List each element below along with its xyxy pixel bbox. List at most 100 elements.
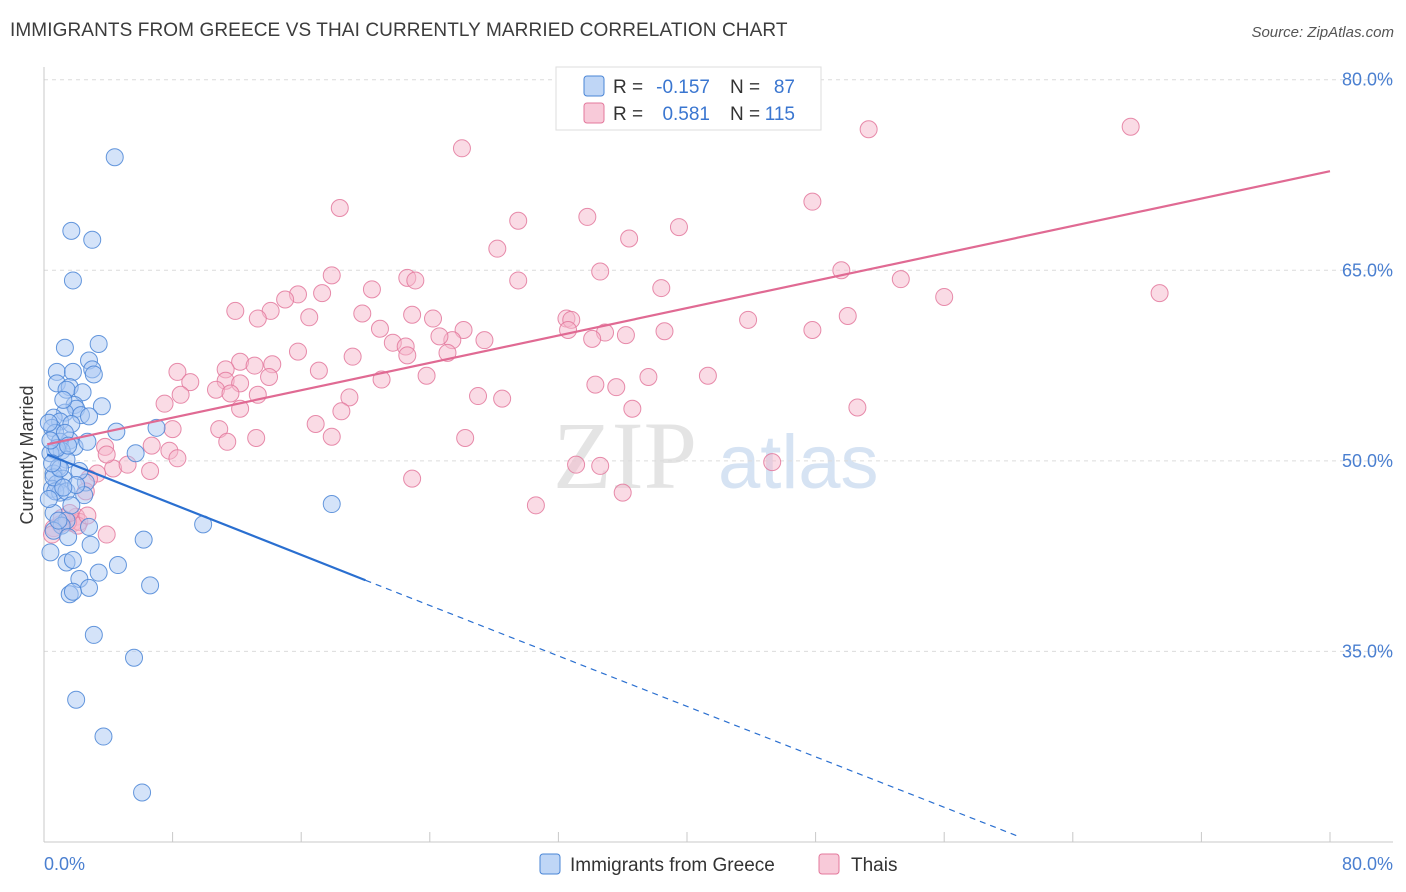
thais-point [475,331,494,350]
thais-point [559,320,578,339]
thais-point [313,284,332,303]
thais-point [838,307,857,326]
thais-point [669,218,688,237]
thais-point [891,270,910,289]
thais-point [454,320,473,339]
legend-n-value-thais: 115 [765,104,795,125]
thais-point [935,287,954,306]
thais-trend-line [46,170,1331,446]
greece-point [89,563,108,582]
thais-point [456,428,475,447]
greece-point [73,383,92,402]
thais-point [406,271,425,290]
thais-point [340,388,359,407]
greece-points [39,148,341,802]
thais-point [620,229,639,248]
y-tick-label: 65.0% [1342,260,1393,280]
thais-point [623,399,642,418]
thais-point [353,304,372,323]
thais-point [330,199,349,218]
legend-swatch-greece [583,75,605,97]
thais-point [372,370,391,389]
greece-point [105,148,124,167]
y-tick-label: 50.0% [1342,451,1393,471]
thais-point [332,402,351,421]
greece-trend-line [46,453,366,582]
greece-point [89,334,108,353]
thais-point [578,207,597,226]
legend-n-label-thais: N = [730,104,760,125]
thais-point [276,290,295,309]
legend-r-value-greece: -0.157 [656,77,710,98]
thais-point [97,445,116,464]
thais-point [343,347,362,366]
greece-point [54,390,73,409]
x-tick-marks [43,832,1331,842]
thais-point [417,366,436,385]
greece-point [125,648,144,667]
thais-point [306,415,325,434]
thais-point [403,305,422,324]
thais-point [424,309,443,328]
legend-top: R = -0.157 N = 87 R = 0.581 N = 115 [555,66,822,131]
thais-point [567,455,586,474]
legend-bottom-label-thais[interactable]: Thais [851,855,897,876]
thais-point [639,368,658,386]
thais-point [848,398,867,417]
greece-point [147,418,166,437]
thais-point [526,496,545,515]
trend-lines [46,170,1331,837]
watermark: ZIP atlas [553,402,879,509]
thais-point [300,308,319,327]
thais-point [171,385,190,404]
source-label: Source: ZipAtlas.com [1251,24,1394,41]
thais-point [583,329,602,348]
chart-title: IMMIGRANTS FROM GREECE VS THAI CURRENTLY… [10,20,788,41]
thais-point [763,453,782,472]
greece-point [41,543,60,562]
thais-point [859,120,878,139]
thais-point [226,301,245,320]
thais-point [142,436,161,455]
greece-point [94,727,113,746]
thais-point [469,387,488,406]
thais-point [260,368,279,386]
thais-point [509,211,528,230]
thais-point [1121,117,1140,136]
greece-point [80,517,99,536]
greece-point [49,511,68,530]
thais-point [181,373,200,392]
y-axis-label: Currently Married [17,385,37,524]
thais-point [586,375,605,394]
greece-point [62,221,81,240]
thais-point [245,356,264,375]
greece-trend-line-extension [365,579,1017,837]
greece-point [92,397,111,416]
greece-point [39,413,58,432]
y-tick-label: 80.0% [1342,70,1393,90]
thais-point [607,378,626,397]
y-tick-labels: 35.0% 50.0% 65.0% 80.0% [1342,70,1393,662]
thais-point [370,319,389,338]
legend-r-label-greece: R = [613,77,643,98]
greece-point [39,489,58,508]
thais-point [655,322,674,341]
watermark-atlas: atlas [718,420,879,505]
thais-point [362,280,381,299]
thais-point [403,469,422,488]
thais-point [803,320,822,339]
thais-point [803,192,822,211]
legend-bottom-label-greece[interactable]: Immigrants from Greece [570,855,775,876]
greece-point [54,478,73,497]
greece-point [126,444,145,463]
thais-point [322,266,341,285]
x-tick-label-min: 0.0% [44,854,85,874]
greece-point [108,556,127,575]
legend-bottom-swatch-greece[interactable] [539,853,561,875]
legend-r-value-thais: 0.581 [662,104,710,125]
greece-point [81,535,100,554]
legend-bottom-swatch-thais[interactable] [818,853,840,875]
greece-point [80,578,99,597]
legend-bottom[interactable]: Immigrants from Greece Thais [539,853,897,876]
thais-point [1150,284,1169,303]
